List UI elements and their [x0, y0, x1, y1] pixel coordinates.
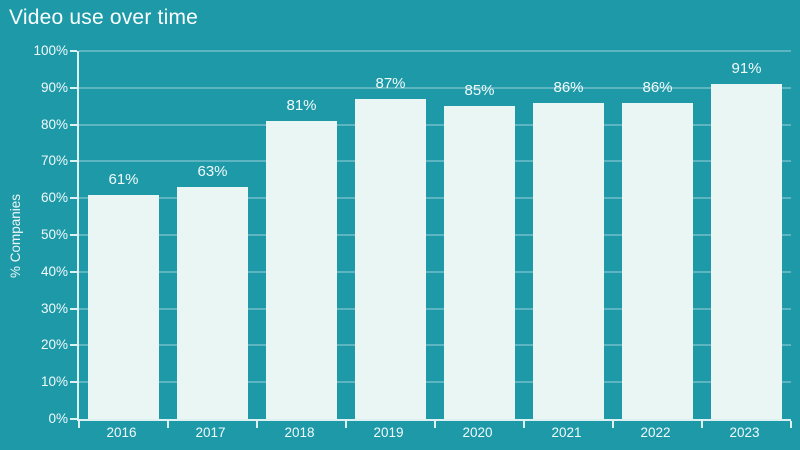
y-tick-mark-20: [70, 344, 77, 347]
y-tick-mark-90: [70, 86, 77, 89]
bar-value-label-2017: 63%: [197, 163, 228, 181]
x-tick-mark-1: [167, 421, 169, 428]
bar-2023: [711, 84, 782, 419]
x-tick-label-2018: 2018: [284, 425, 315, 440]
bar-value-label-2016: 61%: [108, 170, 139, 188]
bar-2021: [533, 102, 604, 419]
x-tick-label-2022: 2022: [640, 425, 671, 440]
x-tick-label-2021: 2021: [551, 425, 582, 440]
y-tick-label-10: 10%: [40, 374, 68, 390]
y-tick-mark-10: [70, 381, 77, 384]
bar-2016: [88, 194, 159, 419]
bar-2020: [444, 106, 515, 419]
y-tick-label-90: 90%: [40, 79, 68, 95]
y-tick-mark-50: [70, 234, 77, 236]
y-tick-label-80: 80%: [40, 116, 68, 132]
y-tick-label-0: 0%: [48, 411, 68, 426]
y-axis-tick-labels: 0% 10% 20% 30% 40% 50% 60% 70% 80% 90% 100%: [0, 43, 68, 426]
y-tick-mark-40: [70, 270, 77, 273]
y-tick-label-30: 30%: [40, 300, 68, 316]
chart-title: Video use over time: [9, 6, 199, 29]
y-tick-mark-30: [70, 307, 77, 310]
gridline-90: [79, 86, 791, 89]
bar-value-label-2020: 85%: [464, 82, 495, 100]
x-tick-mark-6: [612, 421, 614, 428]
plot-area: 61% 63% 81% 87% 85% 86% 86% 91%: [70, 50, 792, 428]
y-tick-label-70: 70%: [40, 153, 68, 169]
bar-2018: [266, 120, 337, 419]
x-tick-mark-7: [701, 421, 703, 428]
y-tick-mark-70: [70, 160, 77, 163]
x-tick-mark-2: [256, 421, 258, 428]
x-tick-mark-8: [790, 421, 792, 428]
y-tick-mark-100: [70, 50, 77, 52]
bar-2017: [177, 187, 248, 419]
bar-value-label-2023: 91%: [731, 60, 762, 78]
y-tick-label-40: 40%: [40, 263, 68, 279]
y-tick-mark-60: [70, 197, 77, 200]
gridline-30: [79, 307, 791, 310]
gridline-20: [79, 344, 791, 347]
gridline-40: [79, 270, 791, 273]
bar-2019: [355, 98, 426, 419]
x-tick-mark-3: [345, 421, 347, 428]
y-tick-label-60: 60%: [40, 190, 68, 206]
y-tick-mark-80: [70, 123, 77, 126]
gridline-80: [79, 123, 791, 126]
gridline-100: [79, 50, 791, 52]
x-tick-mark-5: [523, 421, 525, 428]
x-axis-tick-labels: 2016 2017 2018 2019 2020 2021 2022 2023: [77, 425, 791, 445]
x-tick-label-2023: 2023: [729, 425, 760, 440]
gridline-10: [79, 381, 791, 384]
x-tick-label-2017: 2017: [195, 425, 226, 440]
gridline-60: [79, 197, 791, 200]
y-tick-label-20: 20%: [40, 337, 68, 353]
bar-value-label-2022: 86%: [642, 78, 673, 96]
x-tick-mark-4: [434, 421, 436, 428]
y-tick-label-50: 50%: [40, 227, 68, 242]
gridline-70: [79, 160, 791, 163]
x-tick-label-2016: 2016: [106, 425, 137, 440]
bar-2022: [622, 102, 693, 419]
y-tick-mark-0: [70, 418, 77, 420]
y-tick-label-100: 100%: [33, 43, 68, 58]
gridline-50: [79, 234, 791, 236]
x-tick-mark-0: [78, 421, 80, 428]
bar-value-label-2018: 81%: [286, 96, 317, 114]
x-tick-label-2020: 2020: [462, 425, 493, 440]
bar-value-label-2021: 86%: [553, 78, 584, 96]
bar-value-label-2019: 87%: [375, 74, 406, 92]
x-tick-label-2019: 2019: [373, 425, 404, 440]
